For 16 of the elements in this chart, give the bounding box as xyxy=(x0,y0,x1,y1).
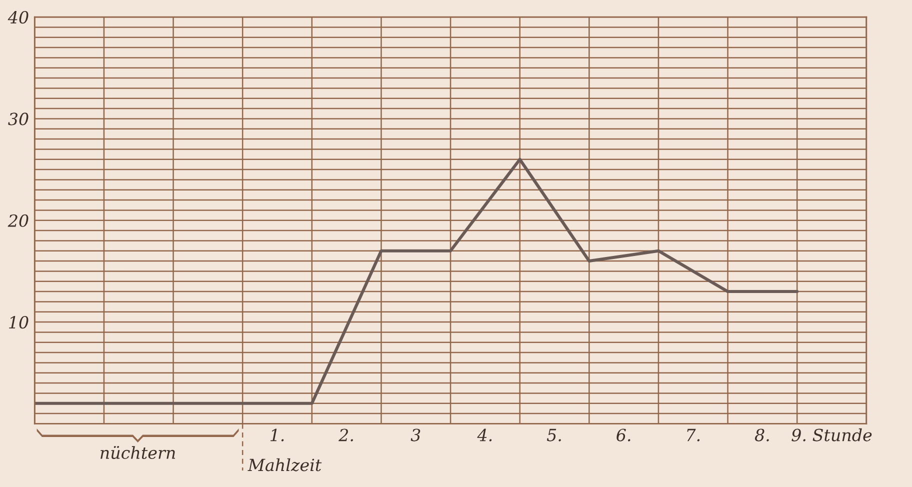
y-tick-label: 10 xyxy=(9,316,28,329)
line-series xyxy=(34,158,799,405)
x-tick-label: 6. xyxy=(616,428,630,442)
x-tick-label: 5. xyxy=(546,428,561,442)
x-tick-label: 2. xyxy=(338,428,353,442)
x-tick-label: 3 xyxy=(410,428,420,442)
text: nüchtern xyxy=(100,446,176,460)
y-tick-label: 30 xyxy=(8,112,28,126)
x-tick-label: 9. Stunde xyxy=(792,428,872,442)
x-tick-label: 1. xyxy=(270,428,284,442)
x-tick-label: 7. xyxy=(687,428,700,442)
y-tick-label: 20 xyxy=(8,214,28,227)
x-tick-label: 4. xyxy=(477,428,492,442)
y-tick-label: 40 xyxy=(8,11,28,24)
x-tick-label: 8. xyxy=(754,428,769,442)
ref-line-label: Mahlzeit xyxy=(248,458,322,472)
